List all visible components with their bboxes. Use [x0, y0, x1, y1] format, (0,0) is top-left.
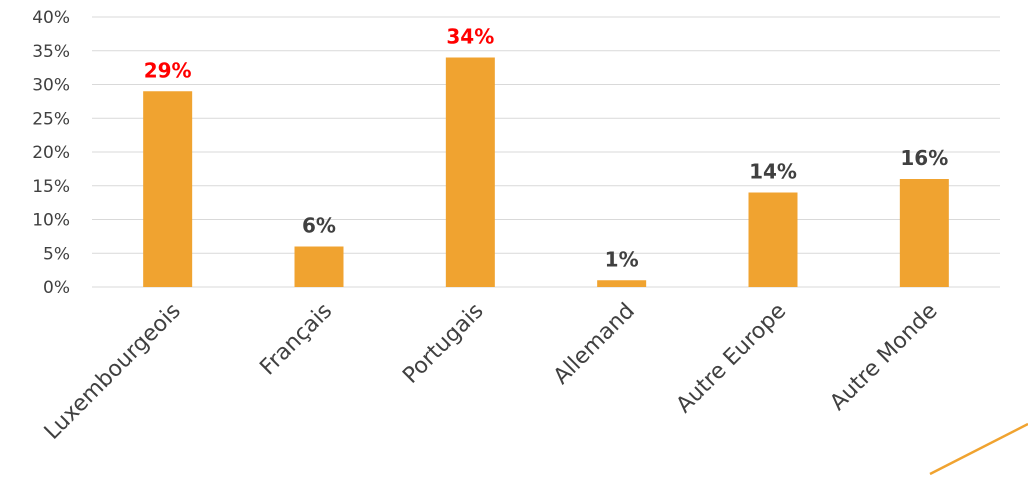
bar: [445, 57, 495, 287]
bar: [748, 192, 798, 287]
data-label: 29%: [144, 58, 192, 82]
y-tick-label: 0%: [43, 278, 70, 298]
bar: [294, 246, 344, 287]
x-axis: Luxembourgeois Français Portugais Allemand A…: [40, 299, 943, 445]
data-label: 1%: [605, 247, 639, 271]
decorative-accent-line: [929, 422, 1028, 476]
y-tick-label: 30%: [32, 76, 70, 96]
y-tick-label: 40%: [32, 8, 70, 28]
x-tick-label: Autre Europe: [672, 299, 792, 419]
x-tick-label: Luxembourgeois: [40, 299, 186, 445]
y-tick-label: 15%: [32, 177, 70, 197]
gridlines: [92, 16, 1000, 288]
bars: [143, 57, 949, 287]
x-tick-label: Français: [255, 299, 337, 381]
x-tick-label: Portugais: [398, 299, 488, 389]
bar: [143, 91, 193, 287]
bar: [899, 179, 949, 287]
y-tick-label: 25%: [32, 109, 70, 129]
data-label: 6%: [302, 214, 336, 238]
x-tick-label: Allemand: [549, 299, 640, 390]
y-tick-label: 20%: [32, 143, 70, 163]
y-tick-label: 35%: [32, 42, 70, 62]
data-label: 16%: [900, 146, 948, 170]
x-tick-label: Autre Monde: [825, 299, 942, 416]
data-label: 14%: [749, 160, 797, 184]
data-labels: 29% 6% 34% 1% 14% 16%: [144, 25, 949, 272]
y-tick-label: 10%: [32, 211, 70, 231]
data-label: 34%: [446, 25, 494, 49]
bar: [597, 280, 647, 287]
y-tick-label: 5%: [43, 244, 70, 264]
y-axis: 0% 5% 10% 15% 20% 25% 30% 35% 40%: [32, 8, 70, 298]
